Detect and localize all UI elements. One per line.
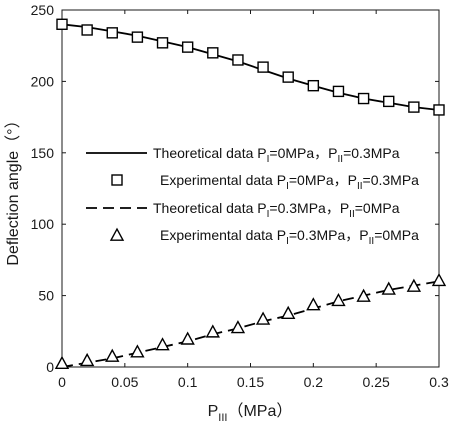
triangle-marker	[331, 292, 346, 307]
x-tick-label: 0.1	[178, 374, 198, 390]
triangle-marker	[105, 348, 120, 362]
legend-label: Theoretical data PI=0MPa，PII=0.3MPa	[153, 145, 400, 165]
x-tick-label: 0.15	[237, 374, 264, 390]
triangle-marker	[281, 305, 296, 320]
triangle-marker	[79, 352, 95, 367]
legend-subscript: I	[267, 154, 270, 165]
triangle-marker	[381, 281, 396, 295]
legend: Theoretical data PI=0MPa，PII=0.3MPaExper…	[86, 145, 419, 247]
square-marker	[156, 37, 169, 49]
series-square-marker	[56, 18, 445, 116]
legend-subscript: II	[357, 181, 363, 192]
legend-subscript: II	[349, 209, 355, 220]
square-marker	[282, 71, 294, 83]
square-marker	[207, 47, 219, 59]
x-tick-label: 0	[58, 374, 66, 390]
legend-label-part: Experimental data P	[160, 227, 286, 243]
y-tick-label: 200	[31, 73, 55, 89]
square-marker	[257, 61, 269, 73]
triangle-marker	[155, 337, 170, 351]
legend-label-part: =0MPa	[374, 227, 419, 243]
x-tick-label: 0.05	[111, 374, 138, 390]
legend-label: Theoretical data PI=0.3MPa，PII=0MPa	[153, 200, 400, 220]
square-marker	[131, 31, 144, 43]
triangle-marker	[356, 288, 371, 302]
solid-line-path	[61, 23, 440, 111]
square-marker	[307, 79, 320, 92]
series-layer	[54, 18, 447, 369]
legend-label: Experimental data PI=0.3MPa，PII=0MPa	[160, 227, 419, 247]
legend-subscript: I	[267, 209, 270, 220]
legend-label-part: Theoretical data P	[153, 200, 267, 216]
legend-label-part: =0.3MPa	[363, 172, 420, 188]
legend-label-part: Experimental data P	[160, 172, 286, 188]
square-marker	[232, 54, 244, 66]
x-axis-label-main: P	[208, 403, 219, 420]
triangle-marker	[54, 355, 70, 369]
square-marker	[357, 92, 370, 105]
legend-label-part: =0MPa，P	[269, 145, 337, 161]
legend-label-part: =0MPa	[355, 200, 400, 216]
x-axis-label: PIII（MPa）	[208, 402, 293, 424]
legend-label-part: =0.3MPa，P	[269, 200, 349, 216]
triangle-marker	[431, 272, 447, 287]
plot-area	[61, 9, 440, 368]
y-tick-label: 150	[31, 145, 55, 161]
x-axis-label-subscript: III	[218, 412, 227, 424]
legend-subscript: I	[286, 181, 289, 192]
legend-subscript: II	[369, 236, 375, 247]
triangle-marker	[180, 331, 195, 345]
square-marker	[332, 85, 345, 98]
triangle-marker	[130, 344, 145, 358]
series-solid-line	[61, 23, 440, 111]
axes: 0 0.05 0.1 0.15 0.2 0.25 0.3 0 50 100 150 200 250	[31, 2, 449, 390]
square-marker	[408, 101, 420, 113]
dashed-line-path	[61, 280, 440, 368]
square-marker	[106, 27, 118, 39]
series-triangle-marker	[54, 272, 447, 369]
series-dashed-line	[61, 280, 440, 368]
square-marker	[181, 41, 194, 53]
y-tick-label: 0	[46, 359, 54, 375]
square-marker	[433, 104, 445, 116]
triangle-marker	[406, 278, 422, 292]
y-tick-label: 100	[31, 216, 55, 232]
legend-label-part: Theoretical data P	[153, 145, 267, 161]
legend-label-part: =0.3MPa	[343, 145, 400, 161]
square-marker	[383, 95, 395, 108]
legend-triangle-marker	[109, 227, 125, 241]
legend-label-part: =0MPa，P	[289, 172, 357, 188]
square-marker	[81, 24, 93, 36]
x-tick-label: 0.3	[429, 374, 449, 390]
y-axis-label: Deflection angle（°）	[4, 112, 22, 265]
x-tick-label: 0.25	[363, 374, 390, 390]
legend-label-part: =0.3MPa，P	[289, 227, 369, 243]
triangle-marker	[205, 324, 220, 338]
legend-square-marker	[111, 174, 123, 186]
triangle-marker	[255, 311, 271, 325]
x-tick-label: 0.2	[304, 374, 324, 390]
x-axis-label-unit: （MPa）	[227, 402, 292, 420]
triangle-marker	[306, 297, 321, 311]
triangle-marker	[230, 320, 246, 334]
legend-subscript: II	[338, 154, 344, 165]
legend-subscript: I	[286, 236, 289, 247]
y-tick-label: 50	[38, 288, 54, 304]
y-tick-label: 250	[31, 2, 55, 18]
legend-label: Experimental data PI=0MPa，PII=0.3MPa	[160, 172, 419, 192]
square-marker	[56, 18, 68, 30]
